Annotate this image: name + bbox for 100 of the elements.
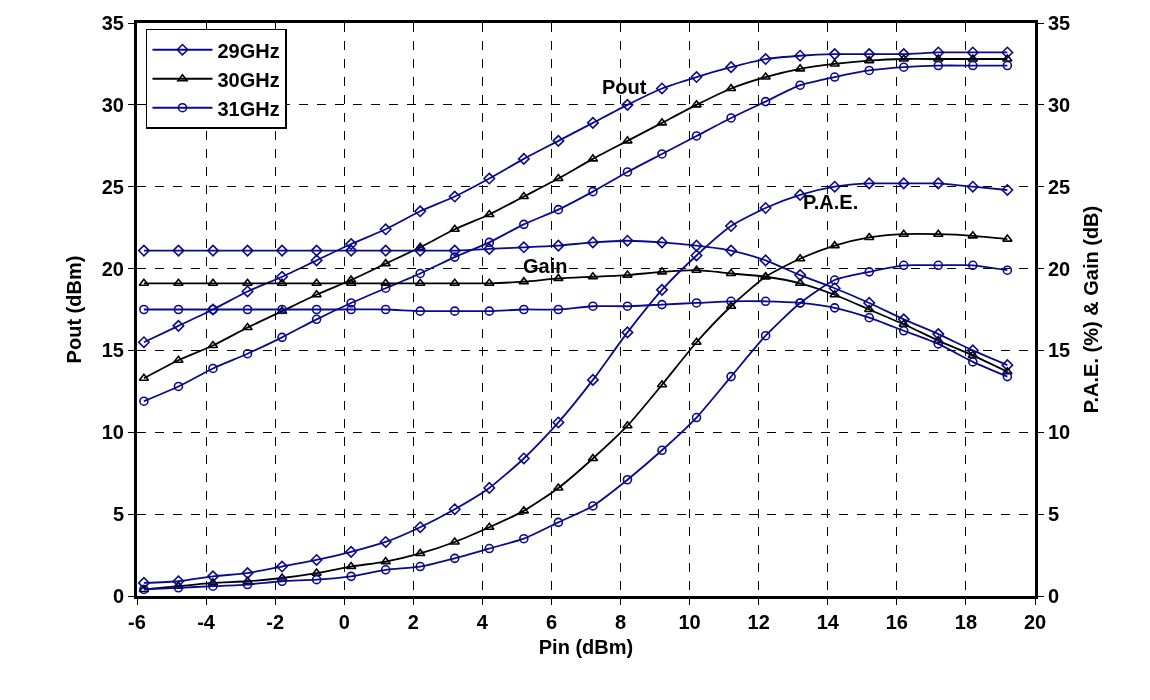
x-tick-label: 4 [476,611,489,633]
point [206,244,219,257]
point [863,48,876,61]
y-tick-label: 25 [101,175,124,198]
point [759,53,772,66]
point [310,244,323,257]
point [760,96,771,107]
y2-tick-label: 10 [1048,421,1071,444]
y2-tick-label: 30 [1048,93,1071,116]
point [311,289,323,298]
point [622,474,633,485]
x-tick-label: 16 [885,611,908,633]
point [725,83,737,92]
point [345,278,357,287]
point [172,319,185,332]
x-tick-label: 0 [338,611,350,633]
point [139,396,149,406]
point [483,278,495,287]
point [380,258,392,267]
point [932,177,945,190]
point [691,412,702,423]
point [829,289,841,298]
point [552,134,565,147]
point [138,278,150,287]
point [863,232,875,241]
x-tick-label: 8 [614,611,627,633]
point [622,420,633,429]
point [726,371,736,382]
x-tick-label: 20 [1023,611,1047,633]
point [897,177,910,190]
point [449,252,460,262]
point [173,583,184,593]
point [379,244,392,257]
point [966,180,979,193]
point [725,268,737,277]
point [725,301,737,310]
point [346,298,356,308]
point [897,313,910,326]
point [380,565,391,575]
y-axis-title: Pout (dBm) [63,255,86,364]
point [276,560,289,573]
point [622,301,633,312]
point [586,236,599,249]
point [864,65,875,76]
point [966,46,979,59]
point [310,553,323,566]
x-tick-label: -4 [197,611,216,633]
point [863,296,876,309]
point [725,61,738,74]
point [137,244,150,257]
point [242,348,253,359]
point [414,521,427,534]
point [586,373,599,386]
point [552,239,565,252]
x-tick-label: 14 [816,611,840,633]
y-tick-label: 30 [101,93,124,116]
y2-tick-label: 25 [1048,175,1071,198]
y2-axis-title: P.A.E. (%) & Gain (dB) [1079,205,1102,414]
point [864,312,875,323]
point [864,267,875,277]
point [276,278,288,287]
point [449,278,461,287]
x-axis-title: Pin (dBm) [538,635,634,658]
point [483,172,496,185]
point [345,244,358,257]
point [518,191,530,200]
point [968,260,978,271]
point [172,244,185,257]
point [933,260,944,271]
point [863,304,875,313]
point [552,416,565,429]
point [829,275,840,285]
point [483,242,496,255]
point [622,167,633,177]
point [657,299,667,310]
point [208,363,218,374]
point [553,304,564,315]
point [760,330,771,341]
point [173,355,184,364]
point [898,319,910,328]
point [345,545,358,558]
point [691,265,702,274]
point [898,260,909,271]
point [828,282,841,295]
point [483,522,495,531]
point [725,244,738,257]
point [1002,60,1013,71]
point [345,238,358,251]
point [794,278,806,287]
y-tick-label: 15 [101,339,124,362]
point [1001,366,1013,375]
point [655,236,668,249]
point [137,576,150,589]
point [760,296,771,307]
point [553,204,564,215]
point [621,326,634,339]
point [794,49,807,62]
point [206,570,219,583]
point [415,268,426,279]
point [242,278,253,287]
